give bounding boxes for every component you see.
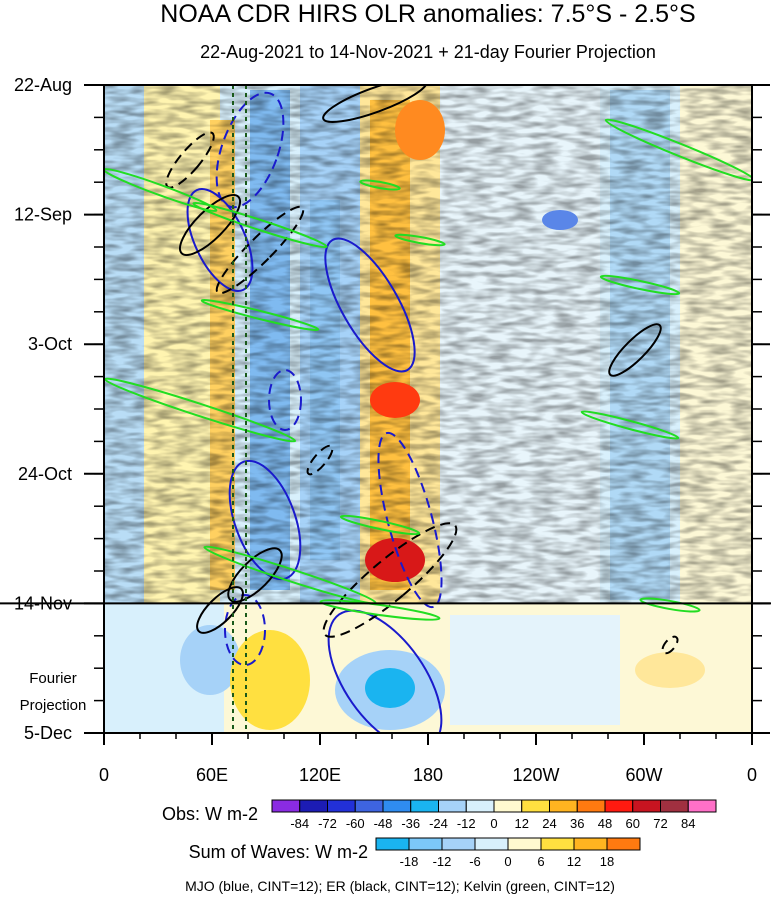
colorbar-level-label: 18 — [600, 854, 614, 869]
colorbar-level-label: -6 — [469, 854, 481, 869]
projection-field — [104, 603, 752, 733]
chart-title: NOAA CDR HIRS OLR anomalies: 7.5°S - 2.5… — [160, 0, 695, 28]
colorbar-level-label: 0 — [490, 816, 497, 831]
colorbar-swatch — [271, 799, 301, 813]
colorbar-swatch — [327, 799, 356, 813]
colorbar-level-label: -12 — [457, 816, 476, 831]
colorbar-level-label: 6 — [537, 854, 544, 869]
colorbar-level-label: -48 — [374, 816, 393, 831]
y-tick-label: 24-Oct — [18, 464, 72, 484]
colorbar-swatch — [507, 837, 542, 851]
colorbar-swatch — [493, 799, 523, 813]
y-tick-label: 5-Dec — [24, 723, 72, 743]
colorbar-swatch — [540, 837, 575, 851]
colorbar-level-label: -72 — [318, 816, 337, 831]
y-tick-label: 22-Aug — [14, 75, 72, 95]
obs-colorbar-label: Obs: W m-2 — [162, 804, 258, 824]
colorbar-level-label: 12 — [515, 816, 529, 831]
colorbar-swatch — [408, 837, 443, 851]
x-tick-label: 60W — [625, 765, 662, 785]
x-tick-label: 60E — [196, 765, 228, 785]
colorbar-swatch — [604, 799, 634, 813]
colorbar-swatch — [687, 799, 717, 813]
colorbar-level-label: -12 — [433, 854, 452, 869]
plot-area — [104, 85, 752, 733]
colorbar-level-label: 84 — [681, 816, 695, 831]
colorbar-swatch — [465, 799, 495, 813]
x-tick-label: 120W — [512, 765, 559, 785]
x-tick-label: 180 — [413, 765, 443, 785]
colorbar-level-label: 60 — [626, 816, 640, 831]
colorbar-swatch — [410, 799, 439, 813]
obs-heatmap-field — [104, 85, 752, 605]
colorbar-level-label: 24 — [542, 816, 556, 831]
colorbar-swatch — [354, 799, 384, 813]
chart-subtitle: 22-Aug-2021 to 14-Nov-2021 + 21-day Four… — [200, 42, 656, 62]
colorbar-level-label: -84 — [290, 816, 309, 831]
colorbar-swatch — [576, 799, 606, 813]
y-tick-label: 3-Oct — [28, 334, 72, 354]
colorbar-swatch — [299, 799, 328, 813]
colorbar-level-label: -24 — [429, 816, 448, 831]
mjo-contours — [186, 91, 443, 733]
waves-colorbar-label: Sum of Waves: W m-2 — [189, 842, 368, 862]
colorbar-swatch — [573, 837, 608, 851]
colorbar-swatch — [549, 799, 578, 813]
colorbar-swatch — [660, 799, 689, 813]
x-tick-label: 120E — [299, 765, 341, 785]
projection-label-line1: Fourier — [29, 670, 77, 687]
colorbar-swatch — [521, 799, 550, 813]
colorbar-swatch — [441, 837, 476, 851]
colorbar-level-label: 36 — [570, 816, 584, 831]
projection-label-line2: Projection — [20, 697, 87, 714]
colorbar-swatch — [438, 799, 467, 813]
x-tick-label: 0 — [747, 765, 757, 785]
colorbar-level-label: 48 — [598, 816, 612, 831]
colorbar-level-label: -60 — [346, 816, 365, 831]
colorbar-level-label: -18 — [400, 854, 419, 869]
colorbar-level-label: 72 — [653, 816, 667, 831]
x-tick-label: 0 — [99, 765, 109, 785]
colorbar-swatch — [632, 799, 661, 813]
colorbar-swatch — [382, 799, 412, 813]
legend-note: MJO (blue, CINT=12); ER (black, CINT=12)… — [185, 878, 615, 894]
y-tick-label: 12-Sep — [14, 205, 72, 225]
colorbar-swatch — [474, 837, 509, 851]
obs-colorbar: -84 -72 -60 -48 -36 -24 -12 0 12 24 36 48 60 72 84 — [271, 799, 717, 831]
kelvin-contours — [104, 118, 752, 621]
colorbar-level-label: -36 — [401, 816, 420, 831]
waves-colorbar: -18 -12 -6 0 6 12 18 — [375, 837, 641, 869]
colorbar-level-label: 12 — [567, 854, 581, 869]
colorbar-swatch — [606, 837, 641, 851]
colorbar-swatch — [375, 837, 410, 851]
x-axis: 0 60E 120E 180 120W 60W 0 — [99, 733, 757, 785]
colorbar-level-label: 0 — [504, 854, 511, 869]
